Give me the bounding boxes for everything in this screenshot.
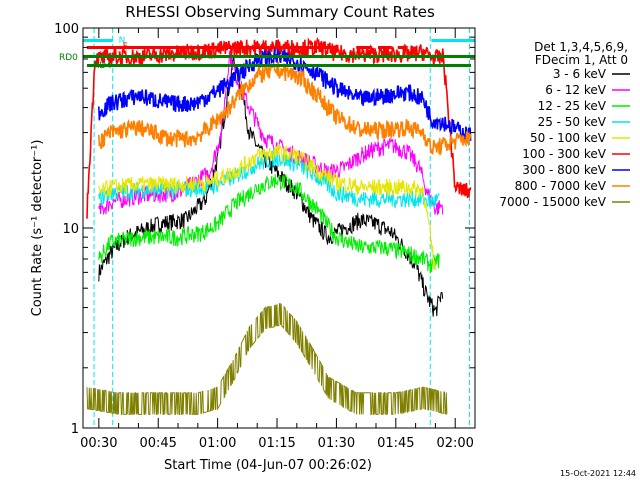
legend-label-2: 12 - 25 keV [538,99,607,113]
x-tick-label-0: 00:30 [80,436,117,451]
x-tick-label-2: 01:00 [199,436,236,451]
flag-rd4-label: RD4 [93,61,112,71]
y-axis-label: Count Rate (s⁻¹ detector⁻¹) [30,140,45,317]
legend-header-0: Det 1,3,4,5,6,9, [534,40,628,54]
flag-f-dash-0 [356,46,373,49]
x-axis-label: Start Time (04-Jun-07 00:26:02) [164,458,372,473]
legend: Det 1,3,4,5,6,9,FDecim 1, Att 03 - 6 keV… [499,40,630,209]
flag-f-label: F [123,42,128,52]
flag-rd0-label: RD0 [59,53,78,63]
flag-n-bar-0 [83,39,113,42]
legend-label-7: 800 - 7000 keV [515,179,607,193]
flag-n-label: N [119,36,126,46]
x-axis-ticks: 00:30 00:45 01:00 01:15 01:30 01:45 02:00 [80,28,474,451]
x-tick-label-3: 01:15 [258,436,295,451]
series-line-4 [98,143,436,270]
legend-label-4: 50 - 100 keV [530,131,607,145]
y-tick-label-1: 10 [62,222,79,237]
series-line-7 [98,61,472,157]
x-tick-label-4: 01:30 [318,436,355,451]
series-line-2 [98,174,440,274]
flag-f-bar [86,46,337,49]
series-line-3 [98,150,440,209]
observing-flags: NF RD0 RD4 [59,36,475,71]
y-tick-label-2: 100 [54,22,79,37]
legend-header-1: FDecim 1, Att 0 [535,53,628,67]
series-line-8 [86,302,448,415]
legend-label-0: 3 - 6 keV [553,67,607,81]
flag-f-dash-1 [377,46,392,49]
y-tick-label-0: 1 [71,422,79,437]
x-tick-label-1: 00:45 [139,436,176,451]
legend-label-5: 100 - 300 keV [522,147,606,161]
plot-series [86,36,472,415]
flag-rd0-bar [83,55,475,58]
flag-rd4-bar [86,64,472,67]
x-tick-label-6: 02:00 [436,436,473,451]
legend-label-6: 300 - 800 keV [522,163,606,177]
flag-n-bar-1 [431,39,475,42]
series-line-0 [98,55,444,317]
legend-label-3: 25 - 50 keV [538,115,607,129]
chart-title: RHESSI Observing Summary Count Rates [125,3,435,21]
x-tick-label-5: 01:45 [377,436,414,451]
series-line-6 [98,48,472,144]
footer-timestamp: 15-Oct-2021 12:44 [560,469,636,478]
legend-label-1: 6 - 12 keV [545,83,607,97]
flag-f-dash-2 [397,46,408,49]
series-line-1 [98,50,444,216]
legend-label-8: 7000 - 15000 keV [499,195,606,209]
y-axis-ticks: 1 10 100 [54,22,475,437]
